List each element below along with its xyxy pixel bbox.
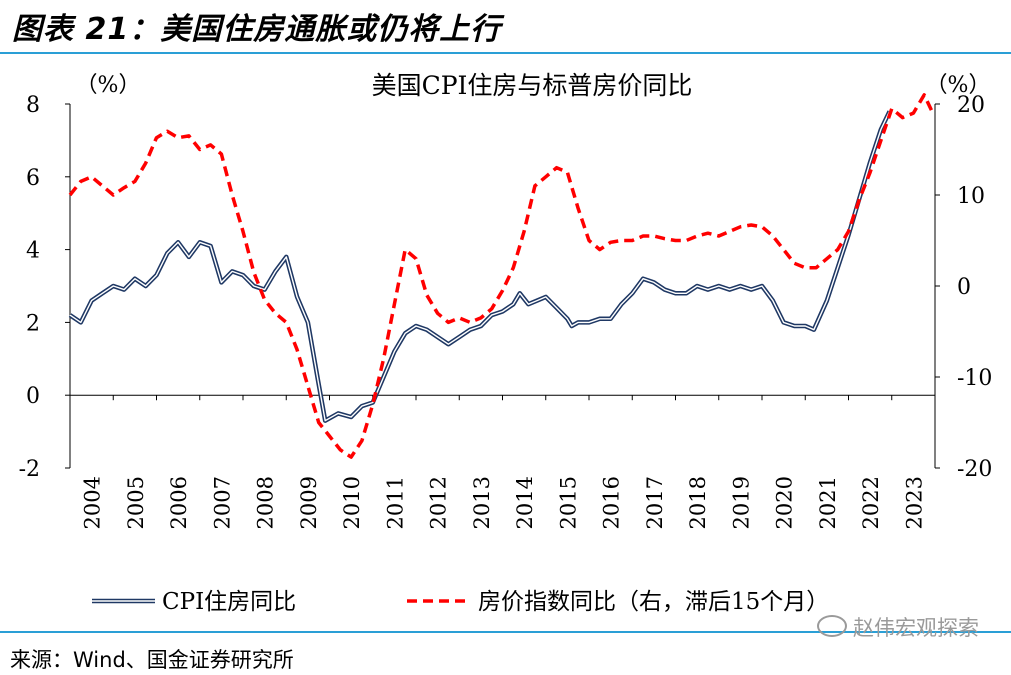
x-tick-label: 2015 <box>556 476 580 529</box>
chart: 美国CPI住房与标普房价同比 （%） （%） 86420-220100-10-2… <box>19 71 993 615</box>
legend: CPI住房同比 房价指数同比（右，滞后15个月） <box>92 589 829 615</box>
left-axis-unit: （%） <box>76 73 141 98</box>
right-tick-label: -10 <box>957 366 992 391</box>
right-axis-unit: （%） <box>926 73 991 98</box>
x-tick-label: 2021 <box>816 476 840 529</box>
right-tick-label: 20 <box>957 93 985 118</box>
x-tick-label: 2020 <box>773 476 797 529</box>
x-tick-label: 2017 <box>643 476 667 529</box>
left-tick-label: 4 <box>26 239 40 264</box>
plot-area <box>68 93 935 459</box>
series-house-price-index <box>68 93 935 459</box>
left-tick-label: -2 <box>19 457 40 482</box>
left-tick-label: 6 <box>26 166 40 191</box>
legend-label-cpi: CPI住房同比 <box>162 589 296 615</box>
x-tick-label: 2007 <box>210 476 234 529</box>
x-tick-label: 2009 <box>297 476 321 529</box>
watermark-text: 赵伟宏观探索 <box>853 616 979 640</box>
chart-title: 美国CPI住房与标普房价同比 <box>372 71 693 100</box>
x-tick-label: 2011 <box>383 476 407 529</box>
x-tick-label: 2005 <box>124 476 148 529</box>
x-tick-label: 2012 <box>427 476 451 529</box>
x-tick-label: 2022 <box>859 476 883 529</box>
right-tick-label: 10 <box>957 184 985 209</box>
source-note: 来源：Wind、国金证券研究所 <box>10 648 294 672</box>
bottom-rule <box>0 631 1011 633</box>
x-tick-label: 2013 <box>470 476 494 529</box>
x-tick-label: 2016 <box>600 476 624 529</box>
x-tick-label: 2006 <box>167 476 191 529</box>
x-tick-label: 2010 <box>340 476 364 529</box>
series-cpi-housing-outer <box>68 110 892 423</box>
top-rule <box>0 52 1011 54</box>
left-tick-label: 8 <box>26 93 40 118</box>
right-tick-label: 0 <box>957 275 971 300</box>
right-tick-label: -20 <box>957 457 992 482</box>
x-tick-label: 2008 <box>254 476 278 529</box>
x-tick-label: 2014 <box>513 476 537 529</box>
watermark: 赵伟宏观探索 <box>817 612 979 642</box>
legend-label-hpi: 房价指数同比（右，滞后15个月） <box>478 589 829 615</box>
left-tick-label: 2 <box>26 311 40 336</box>
figure-title: 图表 21：美国住房通胀或仍将上行 <box>12 12 502 47</box>
x-tick-label: 2004 <box>81 476 105 529</box>
x-tick-label: 2018 <box>686 476 710 529</box>
wechat-icon <box>817 615 847 637</box>
series-cpi-housing-inner <box>69 110 891 422</box>
x-tick-label: 2019 <box>729 476 753 529</box>
x-tick-label: 2023 <box>902 476 926 529</box>
left-tick-label: 0 <box>26 384 40 409</box>
